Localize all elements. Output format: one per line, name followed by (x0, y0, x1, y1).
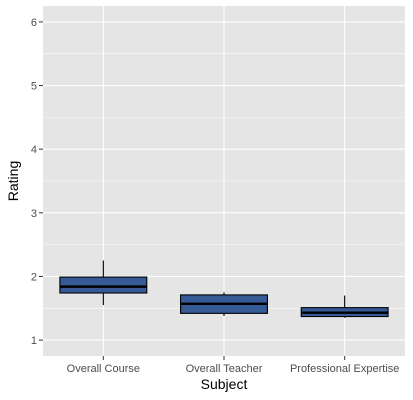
box-3 (300, 295, 389, 318)
x-axis-ticks: Overall Course Overall Teacher Professiona… (67, 356, 399, 375)
y-tick-label: 4 (31, 144, 37, 156)
box-1 (59, 260, 148, 306)
y-tick-label: 3 (31, 208, 37, 220)
grid-major (43, 6, 405, 356)
box-body (59, 276, 148, 294)
x-tick-label: Overall Course (67, 363, 140, 375)
y-axis-ticks: 1 2 3 4 5 6 (31, 17, 43, 347)
box-series (59, 260, 389, 318)
y-tick-label: 2 (31, 271, 37, 283)
x-tick-label: Professional Expertise (290, 363, 399, 375)
y-tick-label: 1 (31, 335, 37, 347)
y-axis-title: Rating (5, 161, 21, 201)
box-2 (180, 292, 268, 316)
y-tick-label: 5 (31, 81, 37, 93)
x-axis-title: Subject (201, 376, 248, 392)
y-tick-label: 6 (31, 17, 37, 29)
x-tick-label: Overall Teacher (186, 363, 263, 375)
